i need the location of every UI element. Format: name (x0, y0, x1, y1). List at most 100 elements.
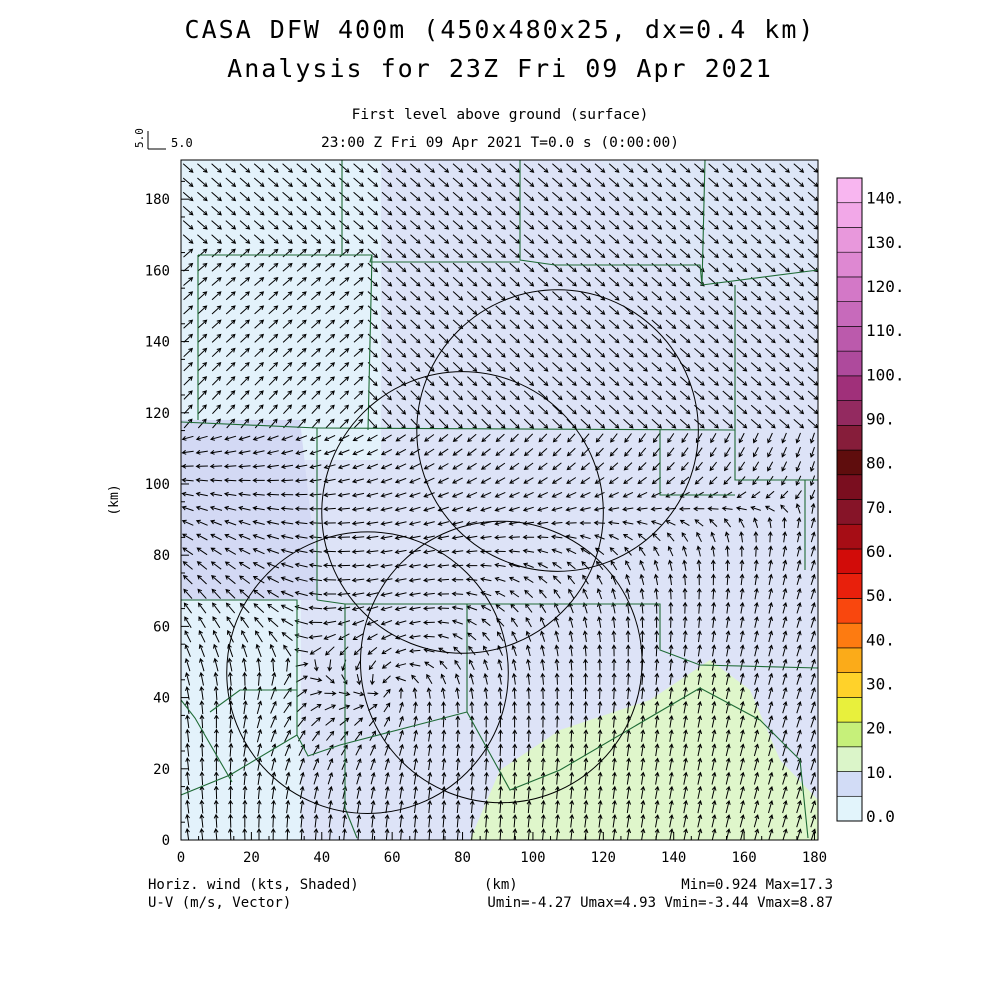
wind-vector-arrow (441, 785, 447, 799)
wind-vector-arrow (225, 333, 236, 343)
wind-vector-arrow (608, 319, 620, 330)
wind-vector-arrow (455, 715, 461, 728)
wind-vector-arrow (537, 462, 548, 471)
wind-vector-arrow (183, 376, 193, 386)
wind-vector-arrow (310, 206, 322, 216)
wind-vector-arrow (523, 319, 535, 330)
wind-vector-arrow (739, 814, 745, 828)
radar-range-ring (416, 289, 699, 572)
wind-vector-arrow (552, 163, 563, 173)
wind-vector-arrow (268, 191, 279, 202)
wind-vector-arrow (479, 535, 492, 540)
wind-vector-arrow (736, 376, 748, 386)
wind-vector-arrow (395, 276, 407, 287)
wind-vector-arrow (537, 333, 549, 344)
wind-vector-arrow (380, 620, 393, 626)
wind-vector-arrow (668, 771, 674, 785)
wind-vector-arrow (582, 644, 588, 657)
x-tick-label: 80 (454, 850, 471, 866)
wind-vector-arrow (580, 191, 592, 202)
colorbar-label: 130. (866, 233, 905, 252)
wind-vector-arrow (197, 588, 207, 599)
wind-vector-arrow (256, 813, 262, 828)
wind-vector-arrow (782, 616, 788, 628)
wind-vector-arrow (308, 562, 322, 568)
wind-vector-arrow (796, 616, 802, 628)
wind-vector-arrow (366, 463, 378, 470)
wind-vector-arrow (694, 376, 705, 386)
wind-vector-arrow (612, 799, 617, 814)
wind-vector-arrow (552, 248, 563, 259)
wind-vector-arrow (736, 234, 748, 244)
wind-vector-arrow (780, 490, 789, 499)
wind-vector-arrow (466, 462, 477, 470)
wind-vector-arrow (623, 476, 633, 484)
wind-vector-arrow (640, 785, 646, 799)
wind-vector-arrow (480, 491, 492, 498)
wind-vector-arrow (480, 605, 492, 612)
wind-vector-arrow (195, 505, 208, 511)
wind-vector-arrow (594, 376, 606, 386)
wind-vector-arrow (381, 206, 393, 216)
wind-vector-arrow (268, 277, 279, 286)
wind-vector-arrow (197, 319, 208, 329)
wind-vector-arrow (282, 262, 293, 272)
wind-vector-arrow (668, 799, 674, 814)
wind-vector-arrow (679, 519, 690, 527)
wind-vector-arrow (310, 677, 323, 683)
wind-vector-arrow (682, 601, 688, 614)
footer-shaded-label: Horiz. wind (kts, Shaded) (148, 877, 359, 893)
wind-vector-arrow (408, 577, 421, 583)
wind-vector-arrow (381, 376, 393, 387)
wind-vector-arrow (679, 248, 691, 259)
wind-vector-arrow (195, 449, 208, 455)
wind-vector-arrow (225, 262, 236, 272)
wind-vector-arrow (594, 319, 606, 330)
wind-vector-arrow (637, 305, 648, 315)
wind-vector-arrow (366, 633, 378, 640)
wind-vector-arrow (424, 376, 435, 387)
wind-vector-arrow (310, 163, 322, 173)
wind-vector-arrow (623, 291, 634, 301)
wind-vector-arrow (582, 588, 589, 600)
wind-vector-arrow (452, 477, 463, 484)
wind-vector-arrow (197, 602, 207, 614)
wind-vector-arrow (697, 700, 703, 714)
wind-vector-arrow (782, 771, 788, 785)
wind-vector-arrow (765, 262, 776, 273)
wind-vector-arrow (252, 463, 265, 469)
wind-vector-arrow (185, 700, 190, 714)
wind-vector-arrow (367, 305, 378, 315)
wind-vector-arrow (611, 602, 616, 614)
wind-vector-arrow (796, 573, 802, 586)
wind-vector-arrow (537, 362, 549, 372)
wind-vector-arrow (781, 516, 787, 529)
wind-vector-arrow (353, 248, 364, 258)
wind-vector-arrow (765, 206, 776, 216)
wind-vector-arrow (526, 757, 532, 771)
wind-vector-arrow (225, 588, 236, 599)
wind-vector-arrow (796, 517, 802, 529)
colorbar-label: 90. (866, 410, 895, 429)
wind-vector-arrow (384, 757, 390, 771)
wind-vector-arrow (268, 333, 279, 343)
wind-vector-arrow (225, 177, 237, 188)
wind-vector-arrow (294, 506, 308, 512)
wind-vector-arrow (452, 390, 464, 401)
wind-vector-arrow (754, 616, 759, 628)
y-tick-label: 40 (153, 691, 170, 707)
wind-vector-arrow (508, 491, 520, 498)
wind-vector-arrow (523, 248, 535, 259)
wind-vector-arrow (398, 687, 404, 699)
wind-vector-arrow (337, 520, 351, 526)
wind-vector-arrow (197, 234, 208, 244)
wind-vector-arrow (367, 333, 378, 344)
wind-vector-arrow (242, 685, 248, 700)
wind-vector-arrow (566, 291, 577, 301)
wind-vector-arrow (779, 348, 790, 358)
wind-vector-arrow (722, 362, 734, 372)
wind-vector-arrow (696, 587, 702, 600)
wind-vector-arrow (296, 163, 308, 173)
wind-vector-arrow (437, 577, 450, 583)
wind-vector-arrow (184, 616, 192, 628)
